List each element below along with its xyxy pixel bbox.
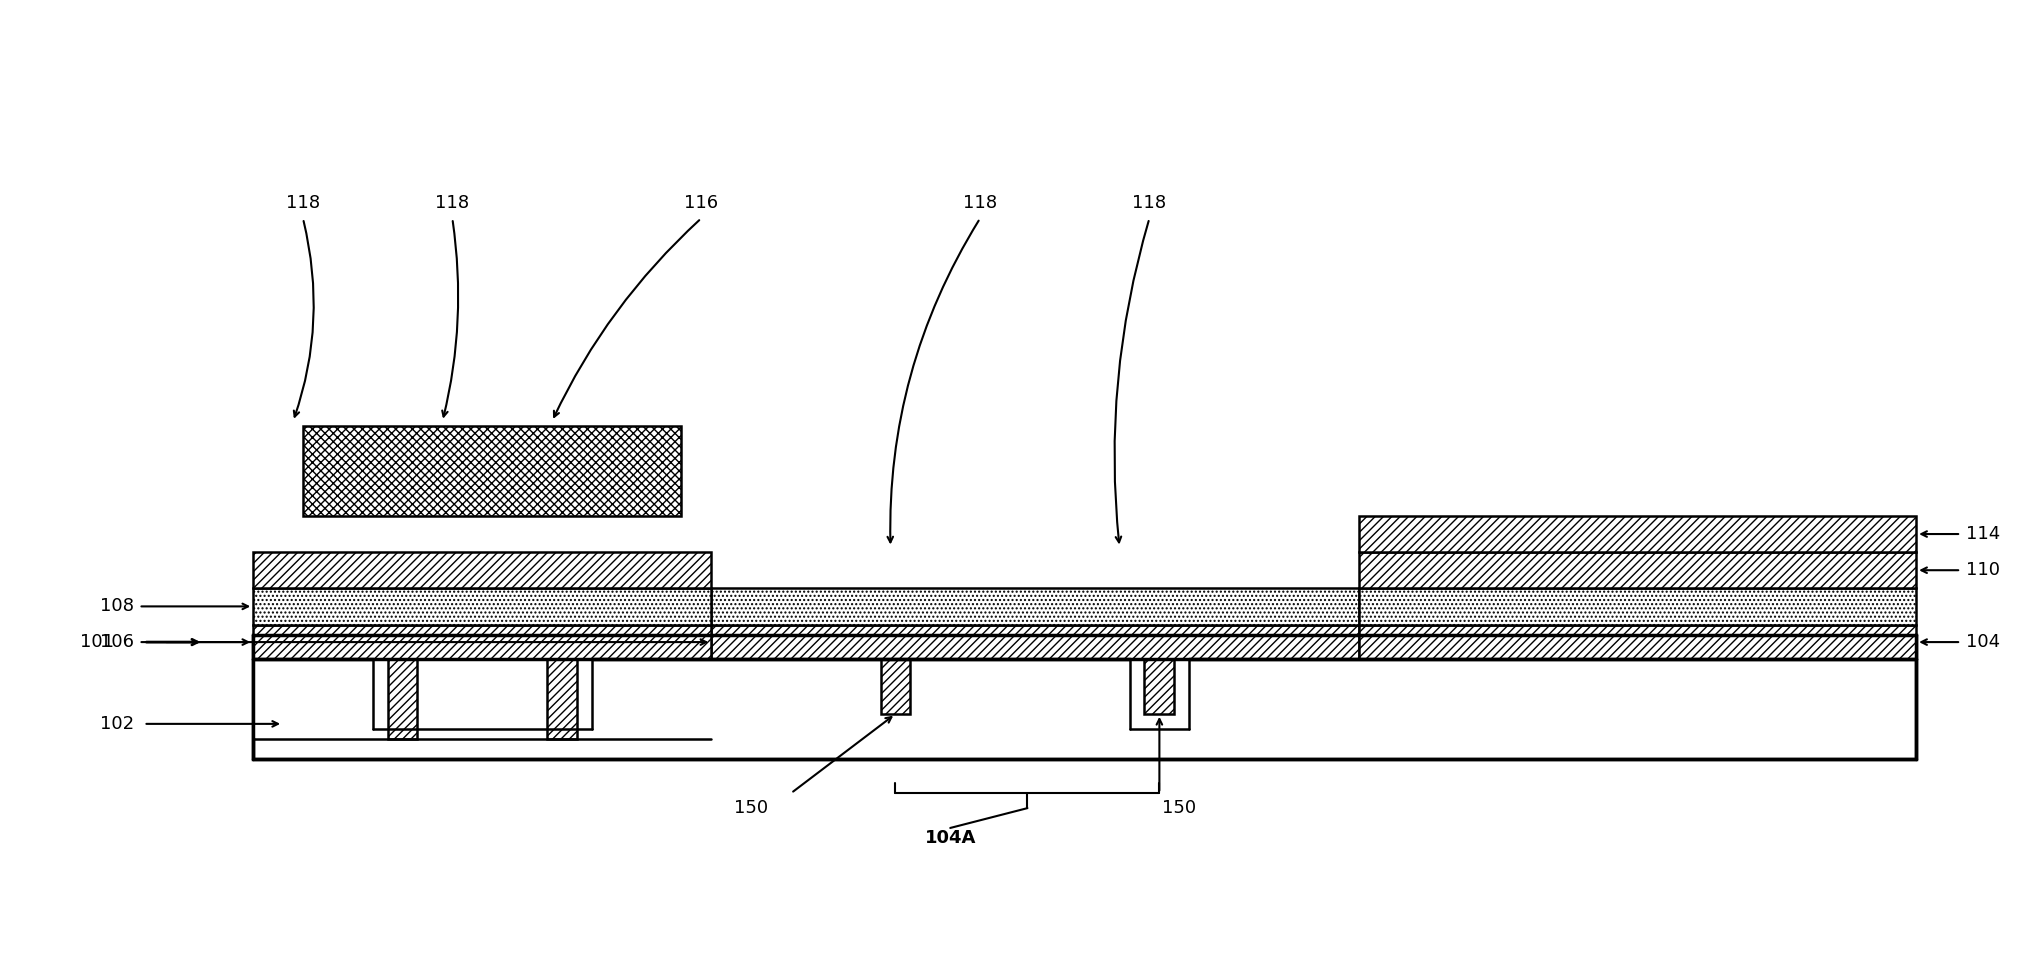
Text: 108: 108 <box>99 598 134 615</box>
Text: 104A: 104A <box>925 829 976 847</box>
Text: 118: 118 <box>286 194 320 212</box>
Text: 114: 114 <box>1966 525 2001 543</box>
Bar <box>387 659 417 739</box>
Bar <box>1359 516 1916 553</box>
Bar <box>373 659 591 728</box>
Bar <box>547 659 577 739</box>
Text: 150: 150 <box>733 800 767 817</box>
Bar <box>881 659 911 714</box>
Text: 102: 102 <box>99 715 134 733</box>
Bar <box>1130 659 1189 728</box>
Bar <box>1359 625 1916 659</box>
Bar <box>253 588 711 625</box>
Bar <box>1359 588 1916 625</box>
Text: 116: 116 <box>684 194 719 212</box>
Bar <box>713 588 1357 657</box>
Bar <box>1144 659 1174 714</box>
Bar <box>253 553 711 588</box>
Bar <box>253 634 1916 758</box>
Bar <box>711 588 1359 625</box>
Text: 118: 118 <box>1132 194 1166 212</box>
Bar <box>304 427 680 516</box>
Text: 110: 110 <box>1966 561 2001 579</box>
Text: 118: 118 <box>964 194 996 212</box>
Text: 104: 104 <box>1966 633 2001 652</box>
Bar <box>253 625 711 659</box>
Text: 106: 106 <box>99 633 134 652</box>
Text: 101: 101 <box>79 633 113 652</box>
Bar <box>1359 553 1916 588</box>
Bar <box>711 625 1359 659</box>
Text: 150: 150 <box>1162 800 1197 817</box>
Text: 118: 118 <box>435 194 470 212</box>
Bar <box>253 660 711 738</box>
